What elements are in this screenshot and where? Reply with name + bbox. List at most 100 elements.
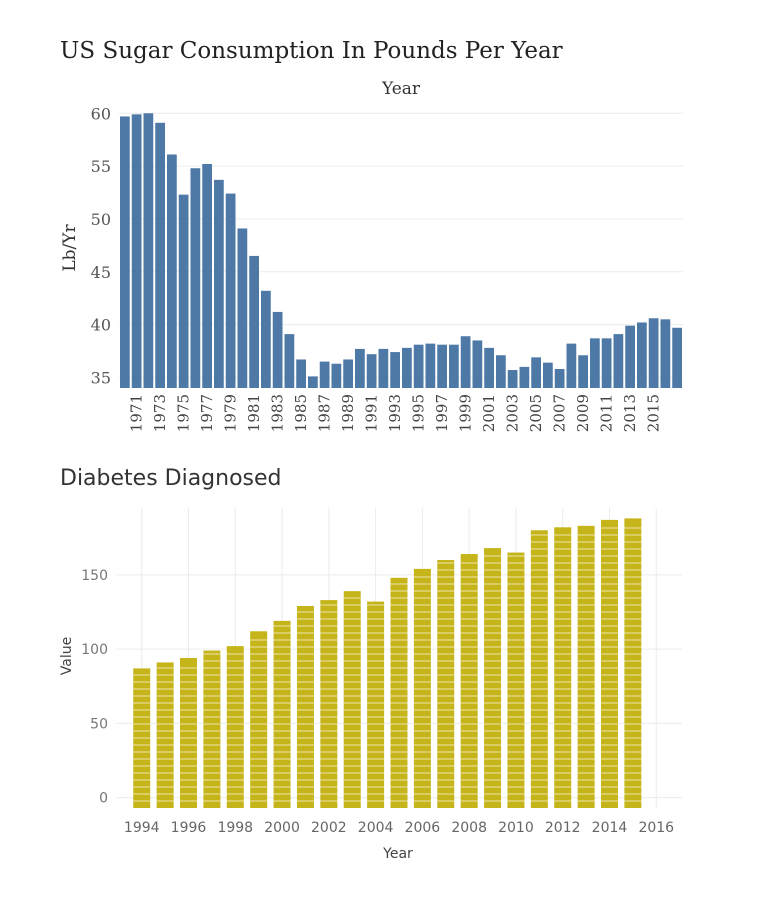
- bar-sugar: [378, 348, 389, 388]
- x-tick-label: 1979: [222, 394, 240, 432]
- x-tick-label: 2006: [405, 820, 441, 836]
- y-tick-label: 50: [91, 210, 111, 229]
- bar-diabetes: [250, 631, 268, 808]
- bar-diabetes: [156, 662, 174, 808]
- y-tick-label: 55: [91, 157, 111, 176]
- bar-sugar: [496, 355, 506, 388]
- bar-sugar: [319, 361, 330, 388]
- x-tick-label: 1996: [171, 820, 207, 836]
- bar-sugar: [543, 362, 553, 388]
- bar-sugar: [178, 194, 189, 388]
- x-tick-label: 2015: [645, 394, 663, 432]
- bar-diabetes: [460, 554, 478, 808]
- bar-sugar: [460, 336, 471, 388]
- x-tick-label: 1971: [128, 394, 146, 432]
- bar-diabetes: [180, 658, 198, 808]
- x-tick-label: 1997: [433, 394, 451, 432]
- y-axis-title: Value: [59, 637, 75, 675]
- bar-sugar: [601, 338, 612, 388]
- x-tick-label: 1987: [316, 394, 334, 432]
- bar-sugar: [284, 334, 295, 388]
- sugar-consumption-chart: Year Lb/Yr 35 40 45 50 55 60 1971 1973 1975 1977 197…: [60, 79, 683, 432]
- bar-sugar: [648, 318, 659, 388]
- y-axis-title: Lb/Yr: [60, 224, 80, 272]
- x-tick-label: 2005: [527, 394, 545, 432]
- x-tick-label: 2004: [358, 820, 394, 836]
- y-tick-label: 0: [99, 791, 108, 807]
- bar-diabetes: [320, 600, 338, 808]
- y-tick-label: 150: [81, 568, 108, 584]
- bar-sugar: [449, 344, 459, 388]
- x-tick-label: 2012: [545, 820, 581, 836]
- x-tick-label: 1993: [386, 394, 404, 432]
- bar-diabetes: [390, 577, 408, 808]
- chart-title-sugar: US Sugar Consumption In Pounds Per Year: [60, 38, 563, 64]
- bar-sugar: [531, 357, 541, 388]
- bar-diabetes: [484, 548, 502, 808]
- x-tick-label: 2016: [638, 820, 674, 836]
- x-tick-label: 1983: [269, 394, 287, 432]
- x-tick-label: 2014: [592, 820, 628, 836]
- bar-sugar: [343, 359, 353, 388]
- x-tick-label: 1981: [245, 394, 263, 432]
- bar-sugar: [237, 228, 248, 388]
- bar-sugar: [355, 348, 365, 388]
- x-tick-label: 2011: [598, 394, 616, 432]
- bar-sugar: [578, 355, 588, 388]
- x-tick-label: 2001: [480, 394, 498, 432]
- bar-sugar: [519, 366, 530, 388]
- bar-sugar: [613, 334, 624, 388]
- bar-diabetes: [226, 646, 244, 808]
- bar-sugar: [402, 347, 412, 388]
- x-tick-label: 1973: [151, 394, 169, 432]
- x-axis-title: Year: [381, 79, 421, 99]
- bar-diabetes: [624, 518, 642, 808]
- x-tick-label: 2009: [574, 394, 592, 432]
- x-tick-label: 1985: [292, 394, 310, 432]
- bar-sugar: [390, 352, 400, 388]
- bar-sugar: [660, 319, 671, 388]
- bar-sugar: [413, 344, 424, 388]
- x-tick-label: 2013: [621, 394, 639, 432]
- bar-sugar: [296, 359, 306, 388]
- bar-diabetes: [413, 568, 431, 808]
- bar-diabetes: [437, 559, 455, 808]
- bar-sugar: [155, 122, 165, 388]
- bar-sugar: [672, 327, 682, 388]
- bar-diabetes: [203, 650, 221, 808]
- bar-sugar: [120, 116, 130, 389]
- bar-sugar: [437, 344, 447, 388]
- x-tick-label: 1975: [175, 394, 193, 432]
- bar-sugar: [425, 343, 436, 388]
- y-tick-label: 35: [91, 368, 111, 387]
- y-tick-label: 40: [91, 316, 111, 335]
- bar-diabetes: [577, 525, 595, 808]
- x-tick-label: 2007: [551, 394, 569, 432]
- bar-sugar: [484, 347, 494, 388]
- y-tick-label: 100: [81, 642, 108, 658]
- bar-sugar: [308, 376, 318, 388]
- bar-sugar: [202, 164, 212, 388]
- bar-sugar: [625, 325, 635, 388]
- bar-sugar: [472, 340, 483, 388]
- bar-diabetes: [296, 606, 314, 808]
- bar-sugar: [331, 363, 342, 388]
- bar-sugar: [143, 113, 154, 388]
- x-tick-label: 1995: [410, 394, 428, 432]
- x-tick-label: 2008: [451, 820, 487, 836]
- x-tick-label: 1998: [217, 820, 253, 836]
- x-tick-label: 2002: [311, 820, 347, 836]
- x-tick-label: 1994: [124, 820, 160, 836]
- bar-sugar: [366, 354, 377, 388]
- bar-diabetes: [507, 552, 525, 808]
- bar-sugar: [225, 193, 236, 388]
- x-tick-label: 1999: [457, 394, 475, 432]
- bar-sugar: [214, 179, 224, 388]
- y-tick-label: 50: [90, 716, 108, 732]
- bar-diabetes: [343, 591, 361, 808]
- bar-diabetes: [600, 519, 618, 808]
- bar-sugar: [637, 322, 647, 388]
- x-tick-label: 1991: [363, 394, 381, 432]
- bar-diabetes: [530, 530, 548, 808]
